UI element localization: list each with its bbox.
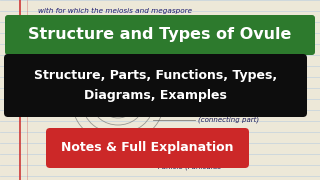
- Text: Funicle (Funiculus: Funicle (Funiculus: [158, 164, 221, 170]
- FancyBboxPatch shape: [4, 54, 307, 117]
- Text: Chalaza: Chalaza: [198, 93, 228, 102]
- Text: Structure and Types of Ovule: Structure and Types of Ovule: [28, 28, 292, 42]
- Text: with for which the meiosis and megaspore: with for which the meiosis and megaspore: [38, 8, 192, 14]
- FancyBboxPatch shape: [5, 15, 315, 55]
- Text: (connecting part): (connecting part): [198, 117, 259, 123]
- Text: Structure, Parts, Functions, Types,
Diagrams, Examples: Structure, Parts, Functions, Types, Diag…: [34, 69, 277, 102]
- Text: Notes & Full Explanation: Notes & Full Explanation: [61, 141, 234, 154]
- FancyBboxPatch shape: [46, 128, 249, 168]
